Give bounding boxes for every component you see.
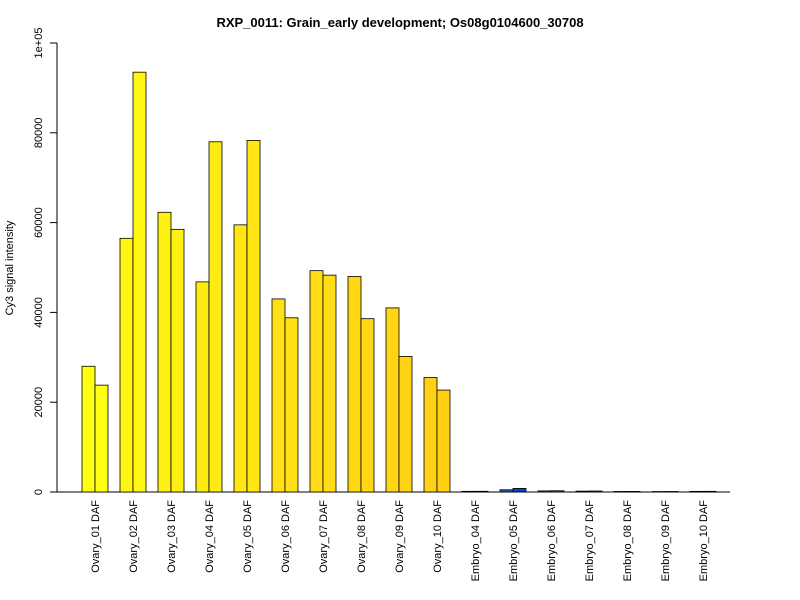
x-tick-label: Ovary_07 DAF <box>318 500 330 573</box>
bar <box>208 141 223 493</box>
bar <box>423 377 438 493</box>
x-tick-label: Ovary_10 DAF <box>432 500 444 573</box>
bar <box>436 389 451 493</box>
bar <box>271 298 286 493</box>
bar <box>664 491 679 493</box>
bar <box>537 490 552 493</box>
bar <box>702 490 717 493</box>
y-tick-label: 1e+05 <box>33 28 45 59</box>
x-tick-label: Ovary_02 DAF <box>128 500 140 573</box>
x-tick-label: Ovary_01 DAF <box>90 500 102 573</box>
bar <box>575 490 590 493</box>
bar <box>94 384 109 493</box>
y-tick-label: 20000 <box>33 387 45 418</box>
x-tick-label: Ovary_08 DAF <box>356 500 368 573</box>
x-tick-label: Embryo_04 DAF <box>470 500 482 582</box>
bar <box>385 307 400 493</box>
bar <box>170 228 185 493</box>
bar <box>398 356 413 493</box>
y-tick-label: 0 <box>33 489 45 495</box>
y-axis-label: Cy3 signal intensity <box>4 220 16 315</box>
bar <box>588 490 603 493</box>
bar <box>81 365 96 493</box>
bar <box>157 211 172 493</box>
x-tick-label: Ovary_05 DAF <box>242 500 254 573</box>
bar <box>626 491 641 493</box>
x-tick-label: Ovary_06 DAF <box>280 500 292 573</box>
x-tick-labels: Ovary_01 DAF Ovary_02 DAF Ovary_03 DAF Ovar… <box>90 500 710 582</box>
bars <box>81 71 717 493</box>
bar <box>195 281 210 493</box>
chart-title: RXP_0011: Grain_early development; Os08g… <box>216 15 583 30</box>
y-tick-label: 40000 <box>33 297 45 328</box>
bar <box>651 491 666 493</box>
bar <box>246 140 261 493</box>
y-ticks: 0 20000 40000 60000 80000 1e+05 <box>33 28 57 495</box>
x-tick-label: Ovary_09 DAF <box>394 500 406 573</box>
x-tick-label: Embryo_06 DAF <box>546 500 558 582</box>
x-tick-label: Embryo_08 DAF <box>622 500 634 582</box>
x-tick-label: Embryo_09 DAF <box>660 500 672 582</box>
bar <box>347 276 362 493</box>
bar <box>689 490 704 493</box>
y-tick-label: 80000 <box>33 118 45 149</box>
bar <box>132 71 147 493</box>
bar <box>322 274 337 493</box>
bar <box>474 490 489 493</box>
bar <box>119 237 134 493</box>
x-tick-label: Embryo_05 DAF <box>508 500 520 582</box>
bar <box>233 224 248 493</box>
bar <box>284 317 299 493</box>
x-tick-label: Embryo_10 DAF <box>698 500 710 582</box>
bar <box>461 490 476 493</box>
x-tick-label: Embryo_07 DAF <box>584 500 596 582</box>
x-tick-label: Ovary_04 DAF <box>204 500 216 573</box>
y-tick-label: 60000 <box>33 207 45 238</box>
bar <box>360 318 375 493</box>
bar <box>613 491 628 493</box>
bar <box>512 488 527 493</box>
bar <box>499 489 514 493</box>
bar <box>309 270 324 493</box>
x-tick-label: Ovary_03 DAF <box>166 500 178 573</box>
bar <box>550 490 565 493</box>
